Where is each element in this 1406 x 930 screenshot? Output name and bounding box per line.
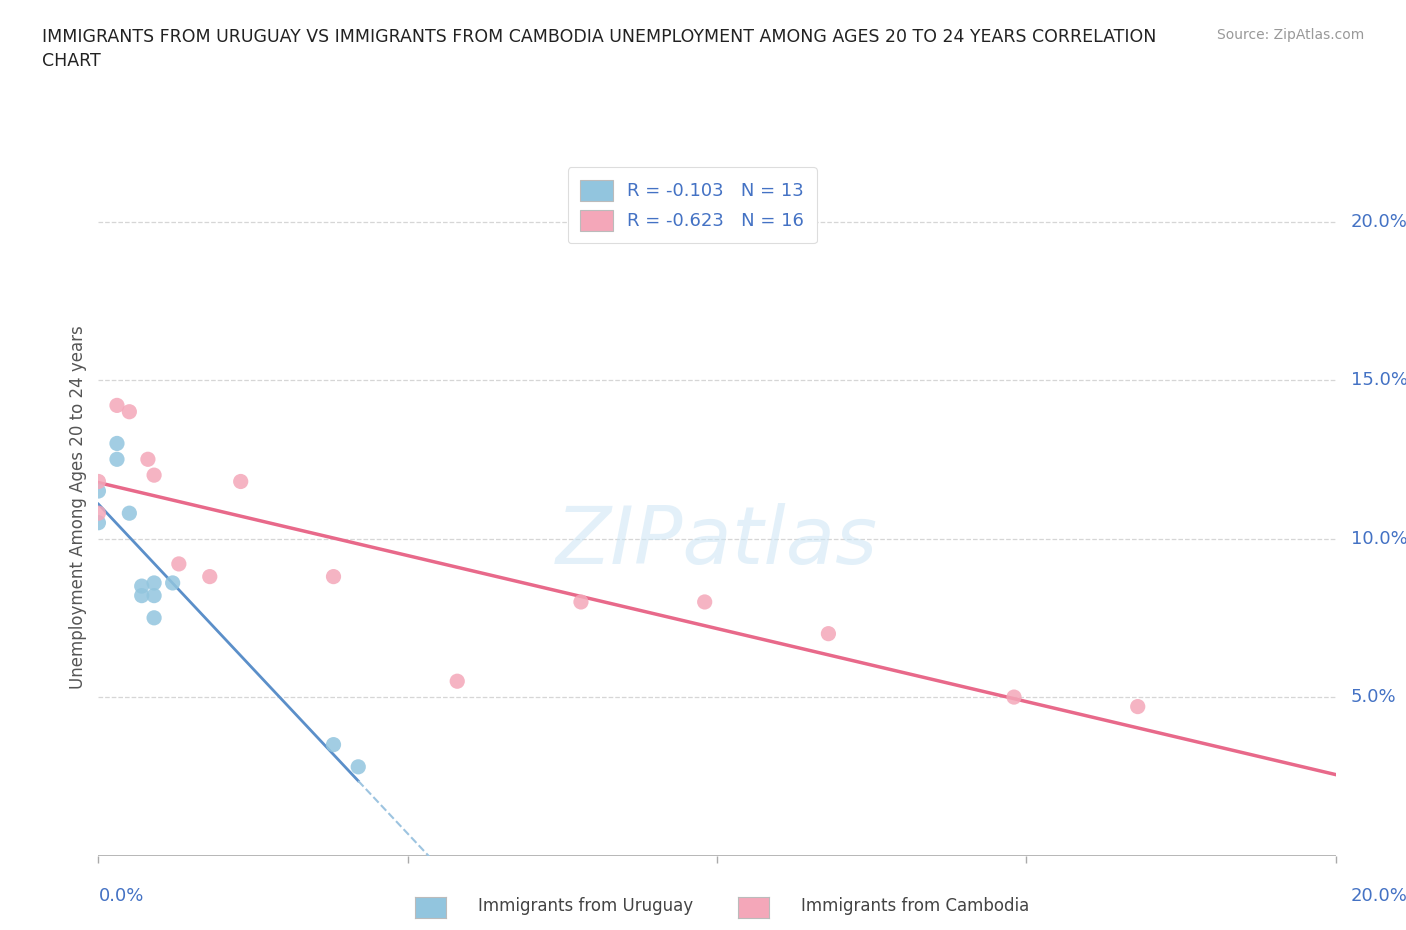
Point [131, 578, 153, 593]
Point [87, 474, 110, 489]
Text: Immigrants from Cambodia: Immigrants from Cambodia [801, 897, 1029, 915]
Point [87, 506, 110, 521]
Point [229, 474, 252, 489]
Text: ZIPatlas: ZIPatlas [555, 503, 879, 580]
Point [131, 588, 153, 603]
Text: IMMIGRANTS FROM URUGUAY VS IMMIGRANTS FROM CAMBODIA UNEMPLOYMENT AMONG AGES 20 T: IMMIGRANTS FROM URUGUAY VS IMMIGRANTS FR… [42, 28, 1157, 70]
Point [143, 576, 166, 591]
Point [136, 452, 159, 467]
Point [167, 556, 190, 571]
Text: 20.0%: 20.0% [1351, 213, 1406, 231]
Text: 15.0%: 15.0% [1351, 371, 1406, 389]
Text: 20.0%: 20.0% [1351, 887, 1406, 905]
Point [322, 737, 344, 752]
Point [569, 594, 592, 609]
Y-axis label: Unemployment Among Ages 20 to 24 years: Unemployment Among Ages 20 to 24 years [69, 325, 87, 689]
Legend: R = -0.103   N = 13, R = -0.623   N = 16: R = -0.103 N = 13, R = -0.623 N = 16 [568, 167, 817, 243]
Text: Source: ZipAtlas.com: Source: ZipAtlas.com [1216, 28, 1364, 42]
Text: Immigrants from Uruguay: Immigrants from Uruguay [478, 897, 693, 915]
Point [118, 405, 141, 419]
Text: 0.0%: 0.0% [98, 887, 143, 905]
Point [322, 569, 344, 584]
Point [347, 760, 370, 775]
Point [198, 569, 221, 584]
Point [105, 436, 128, 451]
Point [817, 626, 839, 641]
Point [143, 468, 166, 483]
Point [446, 673, 468, 688]
Point [105, 452, 128, 467]
Point [693, 594, 716, 609]
Point [87, 515, 110, 530]
Point [1126, 699, 1149, 714]
Point [105, 398, 128, 413]
Point [87, 484, 110, 498]
Point [162, 576, 184, 591]
Point [118, 506, 141, 521]
Point [143, 610, 166, 625]
Point [1002, 690, 1025, 705]
Point [143, 588, 166, 603]
Text: 10.0%: 10.0% [1351, 529, 1406, 548]
Text: 5.0%: 5.0% [1351, 688, 1396, 706]
